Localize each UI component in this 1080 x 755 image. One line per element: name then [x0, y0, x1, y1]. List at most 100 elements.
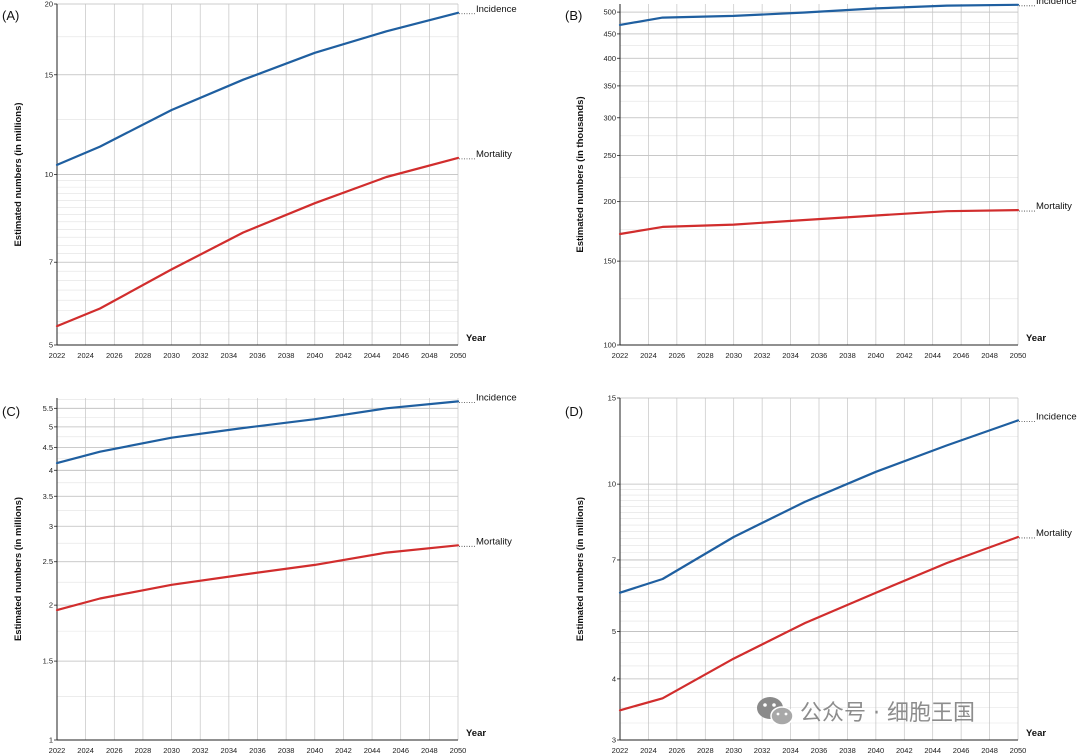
x-tick-label: 2022 — [49, 746, 66, 755]
y-tick-label: 250 — [603, 151, 616, 160]
x-tick-label: 2022 — [612, 746, 629, 755]
series-line-mortality — [618, 535, 1020, 712]
y-tick-label: 10 — [608, 480, 616, 489]
y-tick-label: 7 — [49, 258, 53, 267]
series-line-mortality — [55, 156, 460, 328]
chart-panel-b: 100 150 200 250 300 350 400 450 500 2022 2024 2026 2… — [565, 0, 1077, 360]
x-tick-label: 2042 — [335, 746, 352, 755]
panel-label: (D) — [565, 404, 583, 419]
x-tick-label: 2024 — [77, 746, 94, 755]
x-tick-label: 2028 — [135, 351, 152, 360]
y-tick-label: 5 — [612, 627, 616, 636]
y-tick-label: 450 — [603, 29, 616, 38]
y-tick-label: 5 — [49, 422, 53, 431]
y-tick-label: 150 — [603, 257, 616, 266]
y-axis-title: Estimated numbers (in thousands) — [575, 96, 586, 252]
wechat-icon — [757, 697, 794, 726]
x-tick-label: 2046 — [953, 351, 970, 360]
y-tick-label: 2.5 — [43, 557, 53, 566]
y-tick-label: 15 — [608, 394, 616, 403]
y-axis-title: Estimated numbers (in millions) — [13, 102, 24, 246]
x-tick-label: 2040 — [868, 746, 885, 755]
x-tick-label: 2032 — [754, 746, 771, 755]
y-tick-label: 4 — [612, 674, 616, 683]
x-tick-label: 2026 — [669, 746, 686, 755]
x-tick-label: 2048 — [981, 746, 998, 755]
y-axis-title: Estimated numbers (in millions) — [13, 497, 24, 641]
y-tick-label: 200 — [603, 197, 616, 206]
x-tick-label: 2032 — [192, 746, 209, 755]
x-tick-label: 2028 — [697, 351, 714, 360]
x-tick-label: 2030 — [163, 746, 180, 755]
y-tick-label: 500 — [603, 8, 616, 17]
x-tick-label: 2042 — [896, 351, 913, 360]
series-line-incidence — [55, 11, 460, 166]
x-tick-label: 2038 — [839, 746, 856, 755]
x-tick-label: 2036 — [811, 351, 828, 360]
x-axis-title: Year — [1026, 333, 1046, 344]
x-tick-label: 2038 — [278, 351, 295, 360]
y-tick-label: 4 — [49, 466, 53, 475]
x-tick-label: 2034 — [221, 746, 238, 755]
series-line-mortality — [55, 544, 460, 612]
x-tick-label: 2028 — [135, 746, 152, 755]
x-tick-label: 2026 — [669, 351, 686, 360]
series-label-mortality: Mortality — [476, 536, 512, 547]
x-tick-label: 2024 — [640, 746, 657, 755]
chart-panel-d: 3 4 5 7 10 15 2022 2024 2026 2028 2030 2032 2034 2036… — [565, 394, 1077, 755]
chart-panel-a: 5 7 10 15 20 2022 2024 2026 2028 2030 2032 2034 2036… — [2, 0, 517, 360]
y-tick-label: 7 — [612, 555, 616, 564]
y-tick-label: 4.5 — [43, 443, 53, 452]
x-tick-label: 2032 — [192, 351, 209, 360]
y-tick-label: 1 — [49, 736, 53, 745]
panel-label: (C) — [2, 404, 20, 419]
x-tick-label: 2022 — [49, 351, 66, 360]
x-tick-label: 2026 — [106, 746, 123, 755]
series-line-incidence — [618, 3, 1020, 26]
x-tick-label: 2034 — [782, 746, 799, 755]
y-tick-label: 350 — [603, 81, 616, 90]
x-axis-title: Year — [1026, 728, 1046, 739]
x-tick-label: 2036 — [249, 746, 266, 755]
x-tick-label: 2050 — [1010, 746, 1027, 755]
watermark: 公众号 · 细胞王国 — [757, 697, 975, 726]
x-tick-label: 2044 — [364, 351, 381, 360]
x-axis-title: Year — [466, 333, 486, 344]
x-tick-label: 2046 — [392, 351, 409, 360]
x-tick-label: 2030 — [725, 746, 742, 755]
panel-label: (B) — [565, 8, 582, 23]
series-line-incidence — [618, 419, 1020, 594]
x-tick-label: 2046 — [392, 746, 409, 755]
x-tick-label: 2028 — [697, 746, 714, 755]
y-tick-label: 100 — [603, 341, 616, 350]
series-label-incidence: Incidence — [476, 392, 517, 403]
x-tick-label: 2032 — [754, 351, 771, 360]
x-tick-label: 2040 — [868, 351, 885, 360]
y-tick-label: 10 — [45, 170, 53, 179]
x-tick-label: 2026 — [106, 351, 123, 360]
x-tick-label: 2024 — [640, 351, 657, 360]
x-tick-label: 2044 — [924, 351, 941, 360]
x-tick-label: 2044 — [364, 746, 381, 755]
y-tick-label: 5.5 — [43, 404, 53, 413]
x-tick-label: 2038 — [278, 746, 295, 755]
y-tick-label: 400 — [603, 54, 616, 63]
panel-label: (A) — [2, 8, 19, 23]
y-axis-title: Estimated numbers (in millions) — [575, 497, 586, 641]
watermark-text: 公众号 · 细胞王国 — [800, 701, 975, 726]
y-tick-label: 2 — [49, 601, 53, 610]
y-tick-label: 3 — [612, 736, 616, 745]
series-line-mortality — [618, 209, 1020, 236]
x-tick-label: 2046 — [953, 746, 970, 755]
y-tick-label: 20 — [45, 0, 53, 9]
y-tick-label: 15 — [45, 70, 53, 79]
series-line-incidence — [55, 400, 460, 465]
y-tick-label: 5 — [49, 341, 53, 350]
series-label-incidence: Incidence — [1036, 0, 1077, 7]
x-axis-title: Year — [466, 728, 486, 739]
x-tick-label: 2048 — [421, 746, 438, 755]
x-tick-label: 2040 — [306, 746, 323, 755]
x-tick-label: 2036 — [249, 351, 266, 360]
